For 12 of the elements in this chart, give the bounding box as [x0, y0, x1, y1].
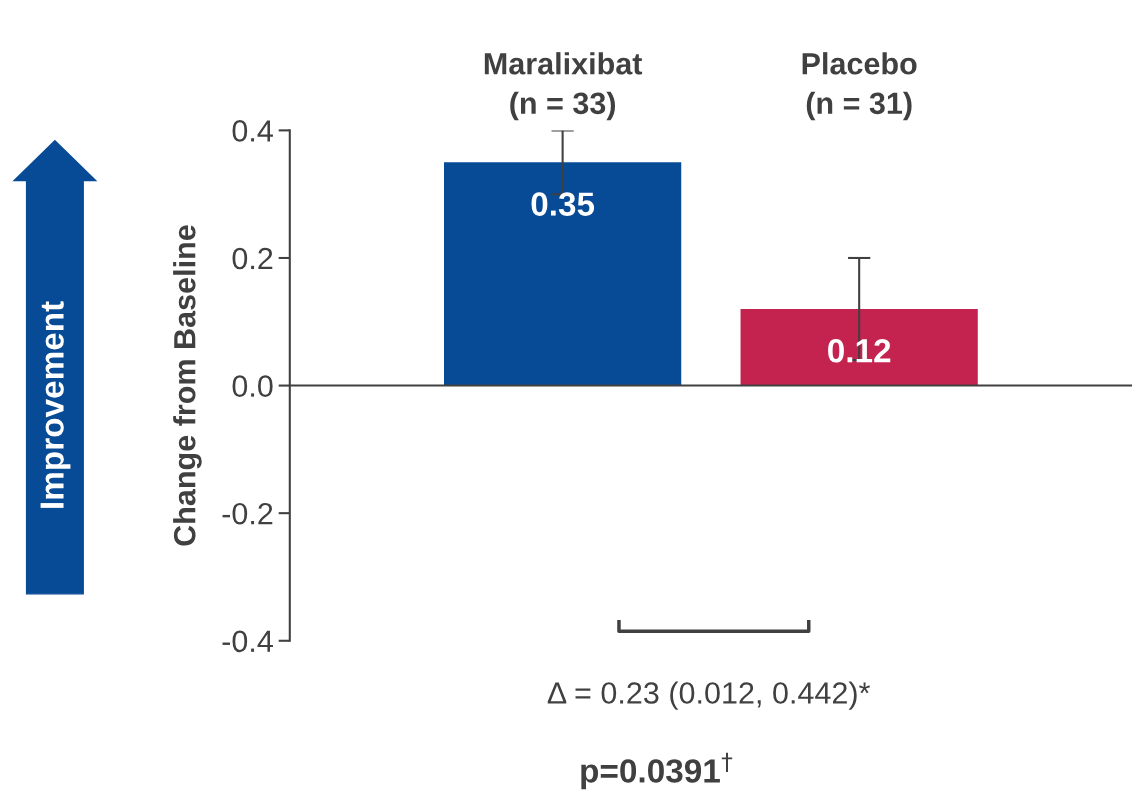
y-tick-label: -0.2: [222, 502, 273, 525]
y-tick-label: 0.0: [232, 375, 273, 397]
data-label: 0.35: [531, 192, 595, 216]
text: p=0.0391$^{†}$: [581, 752, 733, 790]
x-tick-label: Maralixibat (n = 33): [484, 52, 643, 121]
y-axis-title: Change from Baseline: [173, 225, 202, 546]
text: Improvement: [40, 301, 71, 508]
x-tick-label: Placebo (n = 31): [802, 52, 917, 121]
y-tick-label: 0.4: [232, 120, 273, 142]
y-tick-label: 0.2: [232, 247, 273, 270]
text: Δ = 0.23 (0.012, 0.442)*: [547, 681, 870, 710]
y-tick-label: -0.4: [222, 630, 273, 653]
